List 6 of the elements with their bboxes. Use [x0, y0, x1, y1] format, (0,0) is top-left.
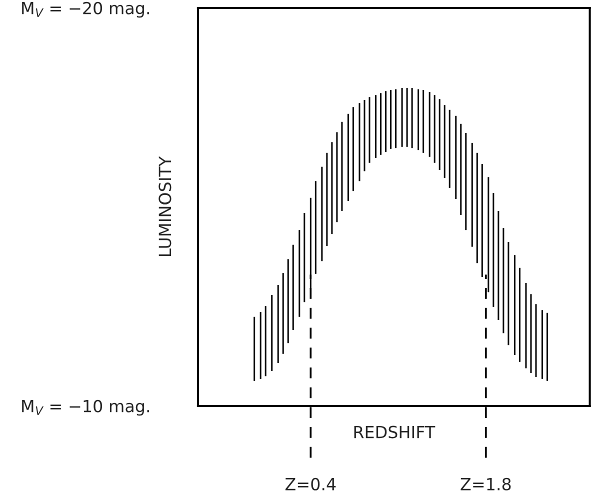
- y-tick-label: M$_{V}$ = −20 mag.: [22, 2, 149, 18]
- ref-line-label: Z=0.4: [285, 478, 336, 490]
- y-axis-title: LUMINOSITY: [158, 156, 172, 256]
- y-tick-label: M$_{V}$ = −10 mag.: [22, 400, 149, 416]
- ref-line-label: Z=1.8: [460, 478, 511, 490]
- x-axis-title: REDSHIFT: [354, 426, 436, 438]
